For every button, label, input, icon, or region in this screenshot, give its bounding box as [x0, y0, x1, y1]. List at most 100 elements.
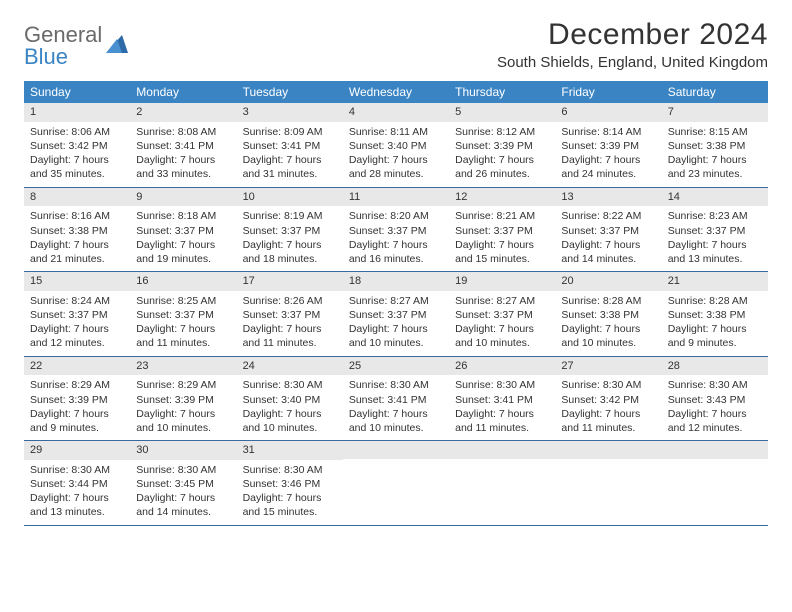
- sunrise: Sunrise: 8:30 AM: [561, 378, 655, 392]
- day-number: [449, 441, 555, 459]
- sunrise: Sunrise: 8:30 AM: [243, 378, 337, 392]
- day-cell: 6Sunrise: 8:14 AMSunset: 3:39 PMDaylight…: [555, 103, 661, 187]
- daylight1: Daylight: 7 hours: [561, 322, 655, 336]
- sunset: Sunset: 3:38 PM: [668, 308, 762, 322]
- day-content: [555, 459, 661, 517]
- daylight2: and 10 minutes.: [136, 421, 230, 435]
- day-content: Sunrise: 8:29 AMSunset: 3:39 PMDaylight:…: [130, 375, 236, 440]
- week-row: 8Sunrise: 8:16 AMSunset: 3:38 PMDaylight…: [24, 188, 768, 273]
- sunset: Sunset: 3:41 PM: [455, 393, 549, 407]
- daylight2: and 11 minutes.: [136, 336, 230, 350]
- day-number: 9: [130, 188, 236, 207]
- sunset: Sunset: 3:39 PM: [561, 139, 655, 153]
- day-number: 16: [130, 272, 236, 291]
- day-cell: 18Sunrise: 8:27 AMSunset: 3:37 PMDayligh…: [343, 272, 449, 356]
- day-content: Sunrise: 8:28 AMSunset: 3:38 PMDaylight:…: [555, 291, 661, 356]
- daylight2: and 19 minutes.: [136, 252, 230, 266]
- sunrise: Sunrise: 8:29 AM: [136, 378, 230, 392]
- logo: General Blue: [24, 24, 128, 68]
- day-number: 20: [555, 272, 661, 291]
- sunrise: Sunrise: 8:06 AM: [30, 125, 124, 139]
- day-cell: 1Sunrise: 8:06 AMSunset: 3:42 PMDaylight…: [24, 103, 130, 187]
- logo-line1: General: [24, 24, 102, 46]
- daylight2: and 14 minutes.: [561, 252, 655, 266]
- daylight2: and 11 minutes.: [243, 336, 337, 350]
- day-cell: 27Sunrise: 8:30 AMSunset: 3:42 PMDayligh…: [555, 357, 661, 441]
- logo-triangle-icon: [106, 35, 128, 58]
- sunset: Sunset: 3:37 PM: [349, 308, 443, 322]
- month-title: December 2024: [497, 18, 768, 52]
- day-header-wed: Wednesday: [343, 81, 449, 103]
- day-number: 14: [662, 188, 768, 207]
- day-content: Sunrise: 8:09 AMSunset: 3:41 PMDaylight:…: [237, 122, 343, 187]
- day-content: Sunrise: 8:30 AMSunset: 3:46 PMDaylight:…: [237, 460, 343, 525]
- daylight2: and 11 minutes.: [561, 421, 655, 435]
- day-number: 30: [130, 441, 236, 460]
- week-row: 1Sunrise: 8:06 AMSunset: 3:42 PMDaylight…: [24, 103, 768, 188]
- day-cell: 22Sunrise: 8:29 AMSunset: 3:39 PMDayligh…: [24, 357, 130, 441]
- day-cell: 17Sunrise: 8:26 AMSunset: 3:37 PMDayligh…: [237, 272, 343, 356]
- day-header-row: Sunday Monday Tuesday Wednesday Thursday…: [24, 81, 768, 103]
- day-number: 23: [130, 357, 236, 376]
- sunrise: Sunrise: 8:25 AM: [136, 294, 230, 308]
- day-cell: 16Sunrise: 8:25 AMSunset: 3:37 PMDayligh…: [130, 272, 236, 356]
- day-cell: [343, 441, 449, 525]
- day-cell: 23Sunrise: 8:29 AMSunset: 3:39 PMDayligh…: [130, 357, 236, 441]
- day-header-mon: Monday: [130, 81, 236, 103]
- daylight2: and 12 minutes.: [668, 421, 762, 435]
- daylight2: and 11 minutes.: [455, 421, 549, 435]
- logo-line2: Blue: [24, 46, 102, 68]
- sunset: Sunset: 3:37 PM: [455, 224, 549, 238]
- sunrise: Sunrise: 8:30 AM: [30, 463, 124, 477]
- daylight2: and 13 minutes.: [30, 505, 124, 519]
- daylight1: Daylight: 7 hours: [668, 322, 762, 336]
- day-number: 28: [662, 357, 768, 376]
- day-content: Sunrise: 8:30 AMSunset: 3:44 PMDaylight:…: [24, 460, 130, 525]
- day-number: 3: [237, 103, 343, 122]
- day-number: 17: [237, 272, 343, 291]
- daylight2: and 31 minutes.: [243, 167, 337, 181]
- sunset: Sunset: 3:40 PM: [243, 393, 337, 407]
- day-number: 8: [24, 188, 130, 207]
- daylight2: and 12 minutes.: [30, 336, 124, 350]
- daylight1: Daylight: 7 hours: [455, 238, 549, 252]
- day-cell: 26Sunrise: 8:30 AMSunset: 3:41 PMDayligh…: [449, 357, 555, 441]
- day-number: 4: [343, 103, 449, 122]
- daylight2: and 15 minutes.: [243, 505, 337, 519]
- day-cell: 4Sunrise: 8:11 AMSunset: 3:40 PMDaylight…: [343, 103, 449, 187]
- daylight1: Daylight: 7 hours: [349, 238, 443, 252]
- day-number: 18: [343, 272, 449, 291]
- sunrise: Sunrise: 8:18 AM: [136, 209, 230, 223]
- sunrise: Sunrise: 8:30 AM: [136, 463, 230, 477]
- daylight1: Daylight: 7 hours: [136, 491, 230, 505]
- daylight2: and 10 minutes.: [455, 336, 549, 350]
- day-cell: [662, 441, 768, 525]
- sunrise: Sunrise: 8:30 AM: [455, 378, 549, 392]
- day-number: 2: [130, 103, 236, 122]
- sunrise: Sunrise: 8:20 AM: [349, 209, 443, 223]
- day-content: Sunrise: 8:19 AMSunset: 3:37 PMDaylight:…: [237, 206, 343, 271]
- day-header-sun: Sunday: [24, 81, 130, 103]
- daylight1: Daylight: 7 hours: [30, 491, 124, 505]
- daylight1: Daylight: 7 hours: [349, 153, 443, 167]
- sunrise: Sunrise: 8:14 AM: [561, 125, 655, 139]
- day-cell: 10Sunrise: 8:19 AMSunset: 3:37 PMDayligh…: [237, 188, 343, 272]
- day-content: Sunrise: 8:29 AMSunset: 3:39 PMDaylight:…: [24, 375, 130, 440]
- sunrise: Sunrise: 8:16 AM: [30, 209, 124, 223]
- day-number: [555, 441, 661, 459]
- location: South Shields, England, United Kingdom: [497, 54, 768, 71]
- sunrise: Sunrise: 8:23 AM: [668, 209, 762, 223]
- day-number: 5: [449, 103, 555, 122]
- daylight2: and 28 minutes.: [349, 167, 443, 181]
- day-number: 21: [662, 272, 768, 291]
- day-number: 13: [555, 188, 661, 207]
- day-content: Sunrise: 8:16 AMSunset: 3:38 PMDaylight:…: [24, 206, 130, 271]
- daylight1: Daylight: 7 hours: [30, 407, 124, 421]
- daylight1: Daylight: 7 hours: [561, 238, 655, 252]
- sunrise: Sunrise: 8:09 AM: [243, 125, 337, 139]
- day-content: Sunrise: 8:06 AMSunset: 3:42 PMDaylight:…: [24, 122, 130, 187]
- day-content: Sunrise: 8:14 AMSunset: 3:39 PMDaylight:…: [555, 122, 661, 187]
- day-cell: 13Sunrise: 8:22 AMSunset: 3:37 PMDayligh…: [555, 188, 661, 272]
- daylight1: Daylight: 7 hours: [243, 407, 337, 421]
- sunrise: Sunrise: 8:19 AM: [243, 209, 337, 223]
